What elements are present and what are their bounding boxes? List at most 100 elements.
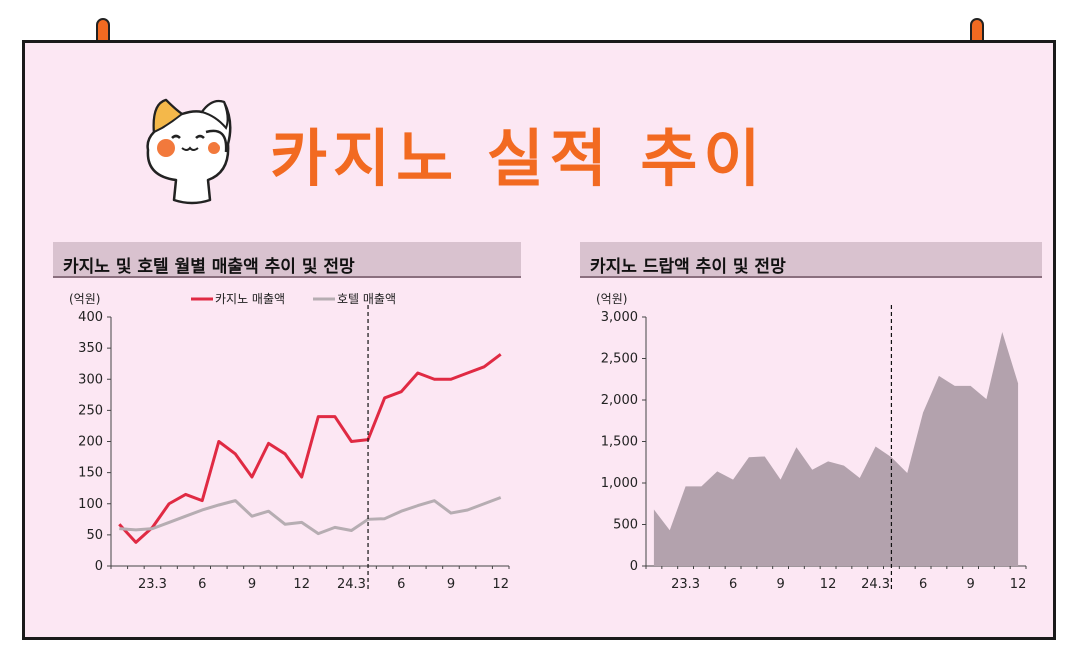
data-point (235, 453, 236, 454)
line-series-1 (118, 353, 502, 544)
x-tick-label: 24.3 (861, 577, 890, 592)
data-point (334, 527, 335, 528)
data-point (401, 391, 402, 392)
data-point (384, 518, 385, 519)
data-point (434, 500, 435, 501)
y-tick-label: 350 (78, 341, 103, 356)
data-point (417, 372, 418, 373)
data-point (1002, 331, 1003, 332)
data-point (218, 441, 219, 442)
data-point (334, 416, 335, 417)
casino-hotel-revenue-panel: 카지노 및 호텔 월별 매출액 추이 및 전망 (억원) 0 50 100 150 200… (53, 242, 521, 604)
x-tick-label: 12 (293, 577, 310, 592)
data-point (119, 528, 120, 529)
data-point (202, 509, 203, 510)
x-tick-label: 6 (729, 577, 737, 592)
legend-label: 호텔 매출액 (337, 292, 396, 306)
data-point (285, 524, 286, 525)
data-point (268, 511, 269, 512)
x-tick-label: 12 (820, 577, 837, 592)
data-point (827, 461, 828, 462)
x-tick-label: 9 (447, 577, 455, 592)
x-tick-label: 9 (248, 577, 256, 592)
data-point (285, 453, 286, 454)
data-point (859, 477, 860, 478)
data-point (907, 472, 908, 473)
casino-drop-panel: 카지노 드랍액 추이 및 전망 (억원) 0 500 1,000 1,500 2,000 2… (580, 242, 1042, 604)
data-point (202, 500, 203, 501)
data-point (135, 542, 136, 543)
chart-1-title: 카지노 및 호텔 월별 매출액 추이 및 전망 (53, 242, 521, 278)
data-point (653, 509, 654, 510)
y-tick-label: 2,000 (601, 393, 638, 408)
data-point (669, 530, 670, 531)
data-point (417, 505, 418, 506)
y-unit-label: (억원) (69, 292, 100, 306)
data-point (251, 516, 252, 517)
data-point (119, 524, 120, 525)
y-tick-label: 3,000 (601, 310, 638, 325)
cat-mascot-icon (146, 98, 232, 205)
data-point (168, 503, 169, 504)
data-point (450, 379, 451, 380)
data-point (218, 504, 219, 505)
page-title: 카지노 실적 추이 (270, 122, 767, 195)
data-point (484, 503, 485, 504)
data-point (434, 379, 435, 380)
y-tick-label: 100 (78, 497, 103, 512)
data-point (467, 372, 468, 373)
data-point (891, 457, 892, 458)
y-unit-label: (억원) (596, 292, 627, 306)
y-tick-label: 2,500 (601, 352, 638, 367)
data-point (301, 476, 302, 477)
y-tick-label: 50 (86, 528, 103, 543)
data-point (384, 397, 385, 398)
data-point (780, 479, 781, 480)
data-point (938, 375, 939, 376)
data-point (185, 494, 186, 495)
y-tick-label: 200 (78, 435, 103, 450)
data-point (954, 385, 955, 386)
data-point (812, 469, 813, 470)
data-point (318, 533, 319, 534)
data-point (152, 528, 153, 529)
data-point (717, 471, 718, 472)
x-tick-label: 23.3 (671, 577, 700, 592)
data-point (685, 486, 686, 487)
legend-label: 카지노 매출액 (215, 292, 285, 306)
x-tick-label: 12 (1010, 577, 1027, 592)
data-point (185, 516, 186, 517)
x-tick-label: 9 (966, 577, 974, 592)
x-tick-label: 12 (492, 577, 509, 592)
data-point (764, 456, 765, 457)
data-point (796, 447, 797, 448)
data-point (168, 522, 169, 523)
data-point (748, 457, 749, 458)
area-series (653, 331, 1019, 566)
data-point (500, 497, 501, 498)
y-tick-label: 0 (95, 559, 103, 574)
data-point (970, 385, 971, 386)
data-point (351, 530, 352, 531)
casino-drop-chart: (억원) 0 500 1,000 1,500 2,000 2,500 3,000 23.3 6 9 1… (596, 292, 1027, 592)
x-tick-label: 23.3 (138, 577, 167, 592)
data-point (500, 354, 501, 355)
data-point (843, 465, 844, 466)
y-tick-label: 400 (78, 310, 103, 325)
data-point (301, 522, 302, 523)
data-point (268, 443, 269, 444)
data-point (484, 366, 485, 367)
y-tick-label: 500 (613, 518, 638, 533)
x-tick-label: 6 (397, 577, 405, 592)
data-point (235, 500, 236, 501)
y-tick-label: 150 (78, 466, 103, 481)
y-tick-label: 250 (78, 403, 103, 418)
x-tick-label: 9 (776, 577, 784, 592)
data-point (135, 529, 136, 530)
casino-hotel-revenue-chart: (억원) 0 50 100 150 200 250 300 350 400 23.3 6 9 12 24.3… (69, 292, 510, 592)
data-point (251, 476, 252, 477)
data-point (732, 479, 733, 480)
data-point (351, 441, 352, 442)
data-point (875, 446, 876, 447)
data-point (922, 412, 923, 413)
